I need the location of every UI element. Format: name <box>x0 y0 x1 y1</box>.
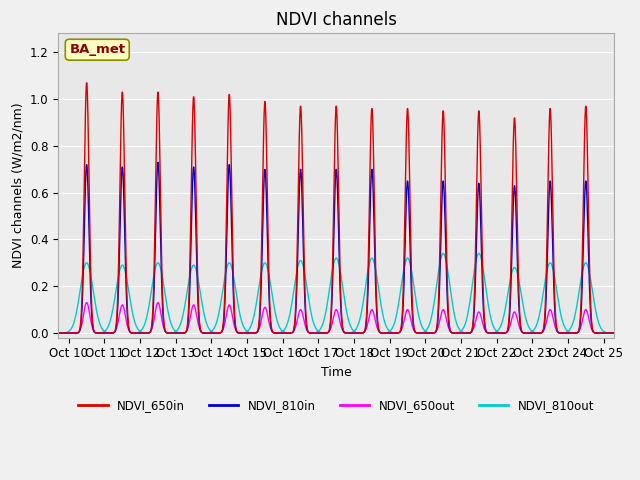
NDVI_650out <box>580 310 588 315</box>
NDVI_810in <box>611 330 618 336</box>
Line: NDVI_810in: NDVI_810in <box>58 162 614 333</box>
NDVI_650in <box>191 114 198 120</box>
NDVI_810in <box>154 159 162 165</box>
NDVI_810out <box>191 264 199 270</box>
Line: NDVI_650out: NDVI_650out <box>58 302 614 333</box>
NDVI_810in <box>89 324 97 330</box>
NDVI_650in <box>54 330 62 336</box>
NDVI_810out <box>423 329 431 335</box>
Title: NDVI channels: NDVI channels <box>276 11 397 29</box>
NDVI_650out <box>611 330 618 336</box>
NDVI_650in <box>89 324 97 329</box>
NDVI_650out <box>54 330 62 336</box>
NDVI_650in <box>183 325 191 331</box>
NDVI_650out <box>181 330 189 336</box>
NDVI_810out <box>97 322 104 328</box>
Line: NDVI_650in: NDVI_650in <box>58 83 614 333</box>
NDVI_810in <box>183 327 191 333</box>
NDVI_650in <box>413 330 420 336</box>
NDVI_810in <box>330 240 337 246</box>
NDVI_810out <box>579 266 587 272</box>
NDVI_810out <box>54 330 62 336</box>
NDVI_810out <box>175 325 182 331</box>
X-axis label: Time: Time <box>321 366 351 379</box>
NDVI_810out <box>439 251 447 256</box>
NDVI_650in <box>611 330 618 336</box>
NDVI_810out <box>611 330 618 336</box>
NDVI_810in <box>413 330 420 336</box>
NDVI_650in <box>83 80 90 86</box>
NDVI_810in <box>580 197 588 203</box>
NDVI_650in <box>330 205 337 211</box>
Legend: NDVI_650in, NDVI_810in, NDVI_650out, NDVI_810out: NDVI_650in, NDVI_810in, NDVI_650out, NDV… <box>74 395 599 417</box>
NDVI_810in <box>191 179 198 184</box>
Text: BA_met: BA_met <box>69 43 125 56</box>
Line: NDVI_810out: NDVI_810out <box>58 253 614 333</box>
NDVI_650out <box>191 304 199 310</box>
NDVI_650out <box>91 329 99 335</box>
NDVI_650in <box>580 132 588 138</box>
Y-axis label: NDVI channels (W/m2/nm): NDVI channels (W/m2/nm) <box>11 103 24 268</box>
NDVI_810in <box>54 330 62 336</box>
NDVI_650out <box>329 317 337 323</box>
NDVI_650out <box>415 330 423 336</box>
NDVI_650out <box>154 300 162 305</box>
NDVI_810out <box>326 282 334 288</box>
